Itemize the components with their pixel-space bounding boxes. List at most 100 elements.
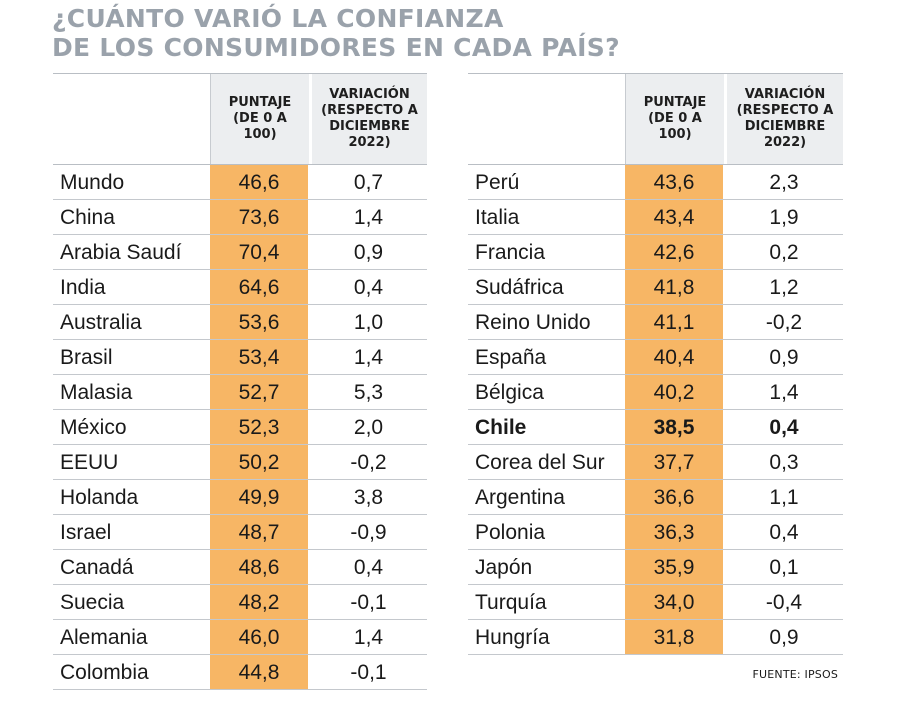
score-cell: 31,8 xyxy=(625,620,723,654)
variation-cell: 0,4 xyxy=(308,270,427,304)
table-header: PUNTAJE (DE 0 A 100) VARIACIÓN (RESPECTO… xyxy=(468,73,843,165)
score-cell: 49,9 xyxy=(210,480,308,514)
table-row: Australia 53,6 1,0 xyxy=(53,305,427,340)
variation-cell: 0,4 xyxy=(723,410,843,444)
variation-cell: 1,4 xyxy=(723,375,843,409)
variation-cell: 0,9 xyxy=(723,620,843,654)
country-cell: Italia xyxy=(475,206,520,229)
score-cell: 53,4 xyxy=(210,340,308,374)
score-cell: 48,6 xyxy=(210,550,308,584)
variation-cell: 0,1 xyxy=(723,550,843,584)
variation-cell: 0,3 xyxy=(723,445,843,479)
score-cell: 38,5 xyxy=(625,410,723,444)
variation-cell: 0,4 xyxy=(723,515,843,549)
country-cell: Bélgica xyxy=(475,381,544,404)
score-cell: 73,6 xyxy=(210,200,308,234)
header-variation: VARIACIÓN (RESPECTO A DICIEMBRE 2022) xyxy=(725,74,843,164)
country-cell: Reino Unido xyxy=(475,311,591,334)
variation-cell: 1,1 xyxy=(723,480,843,514)
table-body-right: Perú 43,6 2,3 Italia 43,4 1,9 Francia 42,6 0,2 Su… xyxy=(468,165,843,655)
country-cell: Holanda xyxy=(60,486,139,509)
variation-cell: -0,2 xyxy=(723,305,843,339)
table-row: Argentina 36,6 1,1 xyxy=(468,480,843,515)
table-row: Holanda 49,9 3,8 xyxy=(53,480,427,515)
score-cell: 50,2 xyxy=(210,445,308,479)
table-right: PUNTAJE (DE 0 A 100) VARIACIÓN (RESPECTO… xyxy=(468,73,843,655)
country-cell: China xyxy=(60,206,115,229)
table-row: Bélgica 40,2 1,4 xyxy=(468,375,843,410)
country-cell: Australia xyxy=(60,311,142,334)
country-cell: Argentina xyxy=(475,486,565,509)
score-cell: 48,7 xyxy=(210,515,308,549)
table-row: Mundo 46,6 0,7 xyxy=(53,165,427,200)
table-row: México 52,3 2,0 xyxy=(53,410,427,445)
table-row: Arabia Saudí 70,4 0,9 xyxy=(53,235,427,270)
table-row: Chile 38,5 0,4 xyxy=(468,410,843,445)
variation-cell: 2,3 xyxy=(723,165,843,199)
table-row: China 73,6 1,4 xyxy=(53,200,427,235)
score-cell: 70,4 xyxy=(210,235,308,269)
table-row: Sudáfrica 41,8 1,2 xyxy=(468,270,843,305)
score-cell: 40,4 xyxy=(625,340,723,374)
country-cell: Alemania xyxy=(60,626,148,649)
score-cell: 48,2 xyxy=(210,585,308,619)
country-cell: Japón xyxy=(475,556,533,579)
variation-cell: 0,4 xyxy=(308,550,427,584)
variation-cell: -0,1 xyxy=(308,655,427,689)
score-cell: 37,7 xyxy=(625,445,723,479)
table-row: Colombia 44,8 -0,1 xyxy=(53,655,427,690)
country-cell: España xyxy=(475,346,547,369)
table-row: Italia 43,4 1,9 xyxy=(468,200,843,235)
country-cell: Francia xyxy=(475,241,546,264)
table-row: Malasia 52,7 5,3 xyxy=(53,375,427,410)
variation-cell: 1,4 xyxy=(308,200,427,234)
country-cell: Polonia xyxy=(475,521,546,544)
score-cell: 43,6 xyxy=(625,165,723,199)
chart-title: ¿CUÁNTO VARIÓ LA CONFIANZA DE LOS CONSUM… xyxy=(52,4,620,62)
variation-cell: -0,4 xyxy=(723,585,843,619)
header-country xyxy=(53,74,210,164)
country-cell: Brasil xyxy=(60,346,113,369)
country-cell: EEUU xyxy=(60,451,119,474)
header-variation: VARIACIÓN (RESPECTO A DICIEMBRE 2022) xyxy=(310,74,427,164)
table-left: PUNTAJE (DE 0 A 100) VARIACIÓN (RESPECTO… xyxy=(53,73,427,690)
country-cell: Mundo xyxy=(60,171,125,194)
score-cell: 64,6 xyxy=(210,270,308,304)
variation-cell: -0,1 xyxy=(308,585,427,619)
country-cell: Israel xyxy=(60,521,112,544)
country-cell: Hungría xyxy=(475,626,550,649)
table-row: Reino Unido 41,1 -0,2 xyxy=(468,305,843,340)
variation-cell: 1,0 xyxy=(308,305,427,339)
table-row: Francia 42,6 0,2 xyxy=(468,235,843,270)
table-row: Brasil 53,4 1,4 xyxy=(53,340,427,375)
score-cell: 36,3 xyxy=(625,515,723,549)
score-cell: 52,7 xyxy=(210,375,308,409)
score-cell: 42,6 xyxy=(625,235,723,269)
variation-cell: 0,9 xyxy=(723,340,843,374)
variation-cell: 1,4 xyxy=(308,340,427,374)
title-line-2: DE LOS CONSUMIDORES EN CADA PAÍS? xyxy=(52,33,620,62)
country-cell: Sudáfrica xyxy=(475,276,564,299)
variation-cell: 0,7 xyxy=(308,165,427,199)
table-body-left: Mundo 46,6 0,7 China 73,6 1,4 Arabia Saudí 70,4… xyxy=(53,165,427,690)
score-cell: 43,4 xyxy=(625,200,723,234)
country-cell: Suecia xyxy=(60,591,125,614)
table-row: Corea del Sur 37,7 0,3 xyxy=(468,445,843,480)
variation-cell: -0,2 xyxy=(308,445,427,479)
country-cell: Perú xyxy=(475,171,520,194)
country-cell: Malasia xyxy=(60,381,133,404)
variation-cell: 3,8 xyxy=(308,480,427,514)
table-row: Suecia 48,2 -0,1 xyxy=(53,585,427,620)
table-row: Alemania 46,0 1,4 xyxy=(53,620,427,655)
variation-cell: 1,2 xyxy=(723,270,843,304)
header-score: PUNTAJE (DE 0 A 100) xyxy=(210,74,310,164)
score-cell: 46,6 xyxy=(210,165,308,199)
table-row: Hungría 31,8 0,9 xyxy=(468,620,843,655)
table-row: España 40,4 0,9 xyxy=(468,340,843,375)
score-cell: 34,0 xyxy=(625,585,723,619)
score-cell: 44,8 xyxy=(210,655,308,689)
country-cell: Arabia Saudí xyxy=(60,241,182,264)
country-cell: Corea del Sur xyxy=(475,451,605,474)
country-cell: Colombia xyxy=(60,661,149,684)
table-row: EEUU 50,2 -0,2 xyxy=(53,445,427,480)
